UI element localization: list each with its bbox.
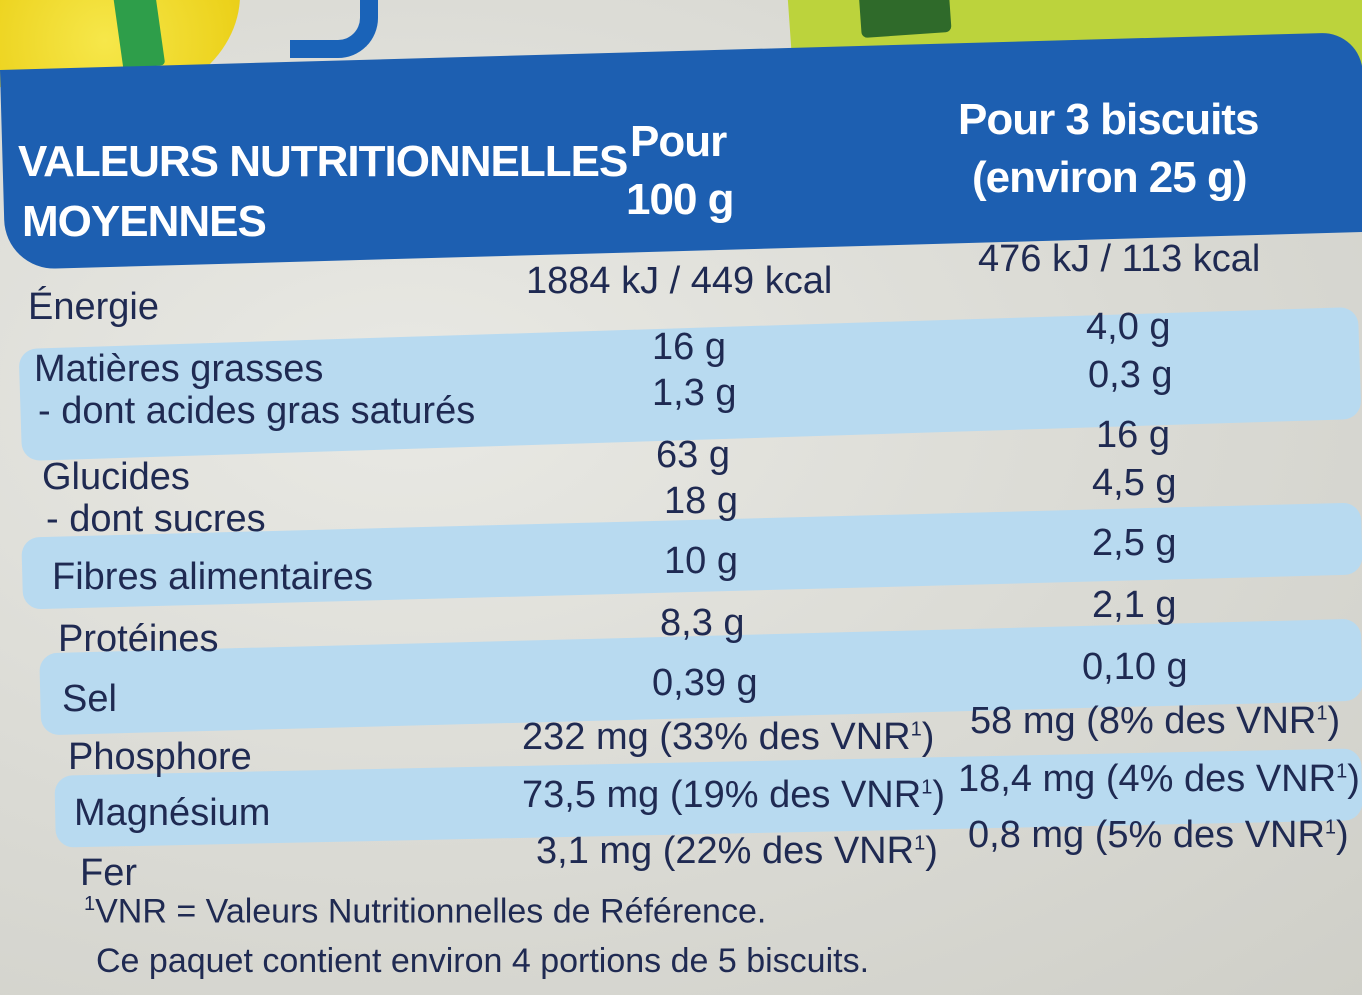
row-portion-energy: 476 kJ / 113 kcal [978, 238, 1261, 280]
row-label-iron: Fer [80, 852, 137, 894]
row-portion-carbohydrates: 16 g [1096, 414, 1170, 456]
row-label-phosphorus: Phosphore [68, 736, 252, 778]
header-per100-line2: 100 g [626, 175, 735, 224]
row-per100-sugars: 18 g [664, 480, 738, 522]
header-portion-line1: Pour 3 biscuits [958, 95, 1259, 144]
footnote-portions: Ce paquet contient environ 4 portions de… [96, 942, 870, 980]
header-title-line2: MOYENNES [22, 197, 267, 246]
row-per100-carbohydrates: 63 g [656, 434, 730, 476]
row-per100-energy: 1884 kJ / 449 kcal [526, 260, 833, 302]
row-per100-fat: 16 g [652, 326, 726, 368]
row-label-sugars: - dont sucres [46, 498, 266, 540]
row-portion-iron: 0,8 mg (5% des VNR1) [968, 814, 1349, 856]
row-portion-fat: 4,0 g [1086, 306, 1171, 348]
row-portion-magnesium: 18,4 mg (4% des VNR1) [958, 758, 1360, 800]
row-portion-phosphorus: 58 mg (8% des VNR1) [970, 700, 1341, 742]
row-per100-phosphorus: 232 mg (33% des VNR1) [522, 716, 935, 758]
header-portion-line2: (environ 25 g) [972, 153, 1247, 202]
row-portion-saturated-fat: 0,3 g [1088, 354, 1173, 396]
row-label-fat: Matières grasses [34, 348, 324, 390]
row-label-saturated-fat: - dont acides gras saturés [38, 390, 476, 432]
row-label-magnesium: Magnésium [74, 792, 271, 834]
row-per100-magnesium: 73,5 mg (19% des VNR1) [522, 774, 945, 816]
row-portion-fibre: 2,5 g [1092, 522, 1177, 564]
row-label-carbohydrates: Glucides [42, 456, 190, 498]
footnote-vnr: 1VNR = Valeurs Nutritionnelles de Référe… [84, 892, 767, 931]
row-per100-iron: 3,1 mg (22% des VNR1) [536, 830, 938, 872]
row-label-protein: Protéines [58, 618, 219, 660]
header-per100-line1: Pour [630, 117, 727, 166]
row-portion-sugars: 4,5 g [1092, 462, 1177, 504]
row-per100-saturated-fat: 1,3 g [652, 372, 737, 414]
package-blue-letter-graphic [290, 0, 378, 58]
row-label-fibre: Fibres alimentaires [52, 556, 373, 598]
row-per100-fibre: 10 g [664, 540, 738, 582]
header-title-line1: VALEURS NUTRITIONNELLES [18, 137, 628, 186]
row-label-energy: Énergie [28, 286, 159, 328]
row-portion-salt: 0,10 g [1082, 646, 1188, 688]
package-dark-green-graphic [858, 0, 952, 39]
row-label-salt: Sel [62, 678, 117, 720]
row-per100-salt: 0,39 g [652, 662, 758, 704]
row-portion-protein: 2,1 g [1092, 584, 1177, 626]
row-per100-protein: 8,3 g [660, 602, 745, 644]
